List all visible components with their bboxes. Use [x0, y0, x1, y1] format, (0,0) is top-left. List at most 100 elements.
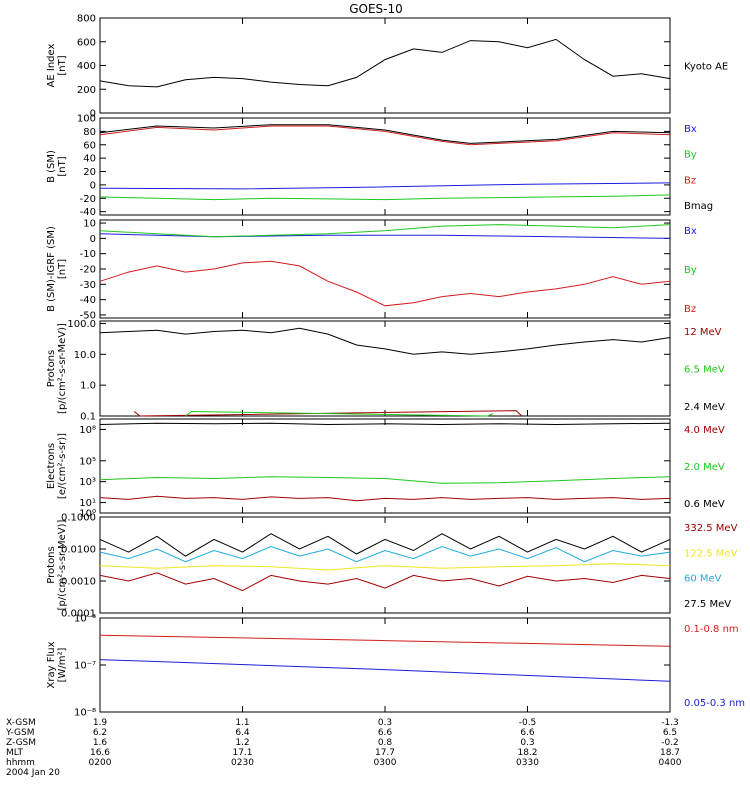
panel-frame	[99, 117, 671, 216]
panel-1: 0 200 400 600 800 AE Index[nT] Kyoto AE	[46, 14, 728, 120]
y-axis-label: Xray Flux[W/m²]	[46, 641, 68, 688]
x-row-value: 1.6	[93, 738, 108, 748]
series-line	[99, 260, 671, 307]
y-axis-label-line: AE Index	[46, 43, 57, 87]
y-axis-label: Electrons[e/(cm²-s-sr)]	[46, 433, 68, 499]
legend-entry: 60 MeV	[684, 574, 722, 585]
x-row-value: 6.5	[663, 728, 677, 738]
x-row-value: 0330	[516, 758, 539, 768]
panel-7: 10⁻⁸ 10⁻⁷ 10⁻⁶ Xray Flux[W/m²] 0.1-0.8 nm 0.0…	[46, 614, 745, 719]
y-axis-label-line: Protons	[46, 350, 57, 387]
y-tick-label: 10⁵	[79, 456, 96, 467]
legend-entry: 0.05-0.3 nm	[684, 698, 745, 709]
legend-entry: 2.4 MeV	[684, 402, 725, 413]
x-row-value: 0.3	[520, 738, 534, 748]
y-tick-label: -30	[80, 280, 96, 291]
legend-entry: Bx	[684, 226, 697, 237]
series-line	[99, 233, 671, 239]
x-row-value: 0400	[659, 758, 682, 768]
y-axis-label-line: [p/(cm²-s-sr-MeV)]	[57, 519, 68, 610]
y-tick-label: 60	[83, 140, 96, 151]
y-axis-label-line: B (SM)-IGRF (SM)	[46, 226, 57, 312]
y-axis-label: Protons[p/(cm²-s-sr-MeV)]	[46, 519, 68, 610]
x-row-value: -0.2	[661, 738, 679, 748]
y-axis-label-line: [nT]	[57, 156, 68, 176]
series-line	[99, 125, 671, 146]
x-row-value: 0300	[374, 758, 397, 768]
panel-frame	[99, 320, 671, 417]
y-tick-label: 10.0	[74, 350, 96, 361]
x-row-value: 16.6	[90, 748, 110, 758]
x-row-value: 6.6	[378, 728, 393, 738]
y-axis-label: AE Index[nT]	[46, 43, 68, 87]
series-line	[99, 38, 671, 88]
y-axis-label-line: Protons	[46, 546, 57, 583]
series-line	[99, 182, 671, 190]
y-tick-label: 800	[77, 14, 96, 25]
y-tick-label: 10⁻⁷	[74, 661, 96, 672]
y-tick-label: 20	[83, 167, 96, 178]
legend-entry: Bz	[684, 175, 696, 186]
y-tick-label: 10	[83, 219, 96, 230]
y-tick-label: 0	[90, 109, 96, 120]
y-tick-label: 0.0001	[61, 609, 96, 620]
y-tick-label: -20	[80, 194, 96, 205]
x-row-label: Y-GSM	[5, 728, 34, 738]
y-tick-label: -50	[80, 310, 96, 321]
series-line	[99, 224, 671, 238]
y-axis-label-line: B (SM)	[46, 150, 57, 183]
legend-entry: 12 MeV	[684, 327, 722, 338]
plot-title: GOES-10	[349, 2, 403, 16]
y-axis-label-line: Electrons	[46, 443, 57, 489]
legend-entry: 0.6 MeV	[684, 499, 725, 510]
series-line	[99, 533, 671, 557]
y-tick-label: -40	[80, 295, 96, 306]
x-axis-table: X-GSM 1.9 1.1 0.3 -0.5 -1.3 Y-GSM 6.2 6.4 6.6 6.6 6…	[5, 718, 682, 778]
x-row-value: -0.5	[519, 718, 537, 728]
x-row-value: 6.2	[93, 728, 107, 738]
x-row-value: 0.8	[378, 738, 393, 748]
legend-entry: 122.5 MeV	[684, 548, 738, 559]
y-tick-label: -40	[80, 207, 96, 218]
series-line	[99, 476, 671, 484]
x-row-value: 17.1	[232, 748, 252, 758]
x-row-value: 1.9	[93, 718, 108, 728]
x-row-value: -1.3	[661, 718, 679, 728]
y-axis-label-line: Xray Flux	[46, 641, 57, 688]
y-tick-label: 200	[77, 85, 96, 96]
y-axis-label: B (SM)[nT]	[46, 150, 68, 183]
y-tick-label: 40	[83, 154, 96, 165]
x-row-value: 6.6	[520, 728, 535, 738]
legend-entry: Bmag	[684, 201, 713, 212]
y-tick-label: 0.1	[80, 412, 96, 423]
series-line	[99, 563, 671, 571]
y-axis-label: B (SM)-IGRF (SM)[nT]	[46, 226, 68, 312]
y-tick-label: 10¹	[79, 498, 96, 509]
x-row-value: 0.3	[378, 718, 392, 728]
y-tick-label: 0.1000	[61, 513, 96, 524]
x-row-value: 1.1	[235, 718, 249, 728]
y-axis-label: Protons[p/(cm²-s-sr-MeV)]	[46, 323, 68, 414]
series-line	[99, 327, 671, 355]
legend-entry: 4.0 MeV	[684, 425, 725, 436]
legend-entry: By	[684, 150, 697, 161]
legend-entry: 2.0 MeV	[684, 462, 725, 473]
legend-entry: 0.1-0.8 nm	[684, 624, 739, 635]
series-line	[185, 410, 494, 417]
y-tick-label: 0	[90, 234, 96, 245]
y-tick-label: 400	[77, 61, 96, 72]
y-tick-label: 10⁻⁶	[74, 614, 96, 625]
y-axis-label-line: [nT]	[57, 55, 68, 75]
y-tick-label: 10³	[79, 477, 96, 488]
panel-frame	[99, 219, 671, 319]
y-tick-label: 0.0100	[61, 545, 96, 556]
y-axis-label-line: [nT]	[57, 259, 68, 279]
y-tick-label: 80	[83, 127, 96, 138]
y-tick-label: 0	[90, 180, 96, 191]
x-row-value: 18.7	[660, 748, 680, 758]
x-row-value: 6.4	[235, 728, 250, 738]
legend-entry: Kyoto AE	[684, 62, 728, 73]
